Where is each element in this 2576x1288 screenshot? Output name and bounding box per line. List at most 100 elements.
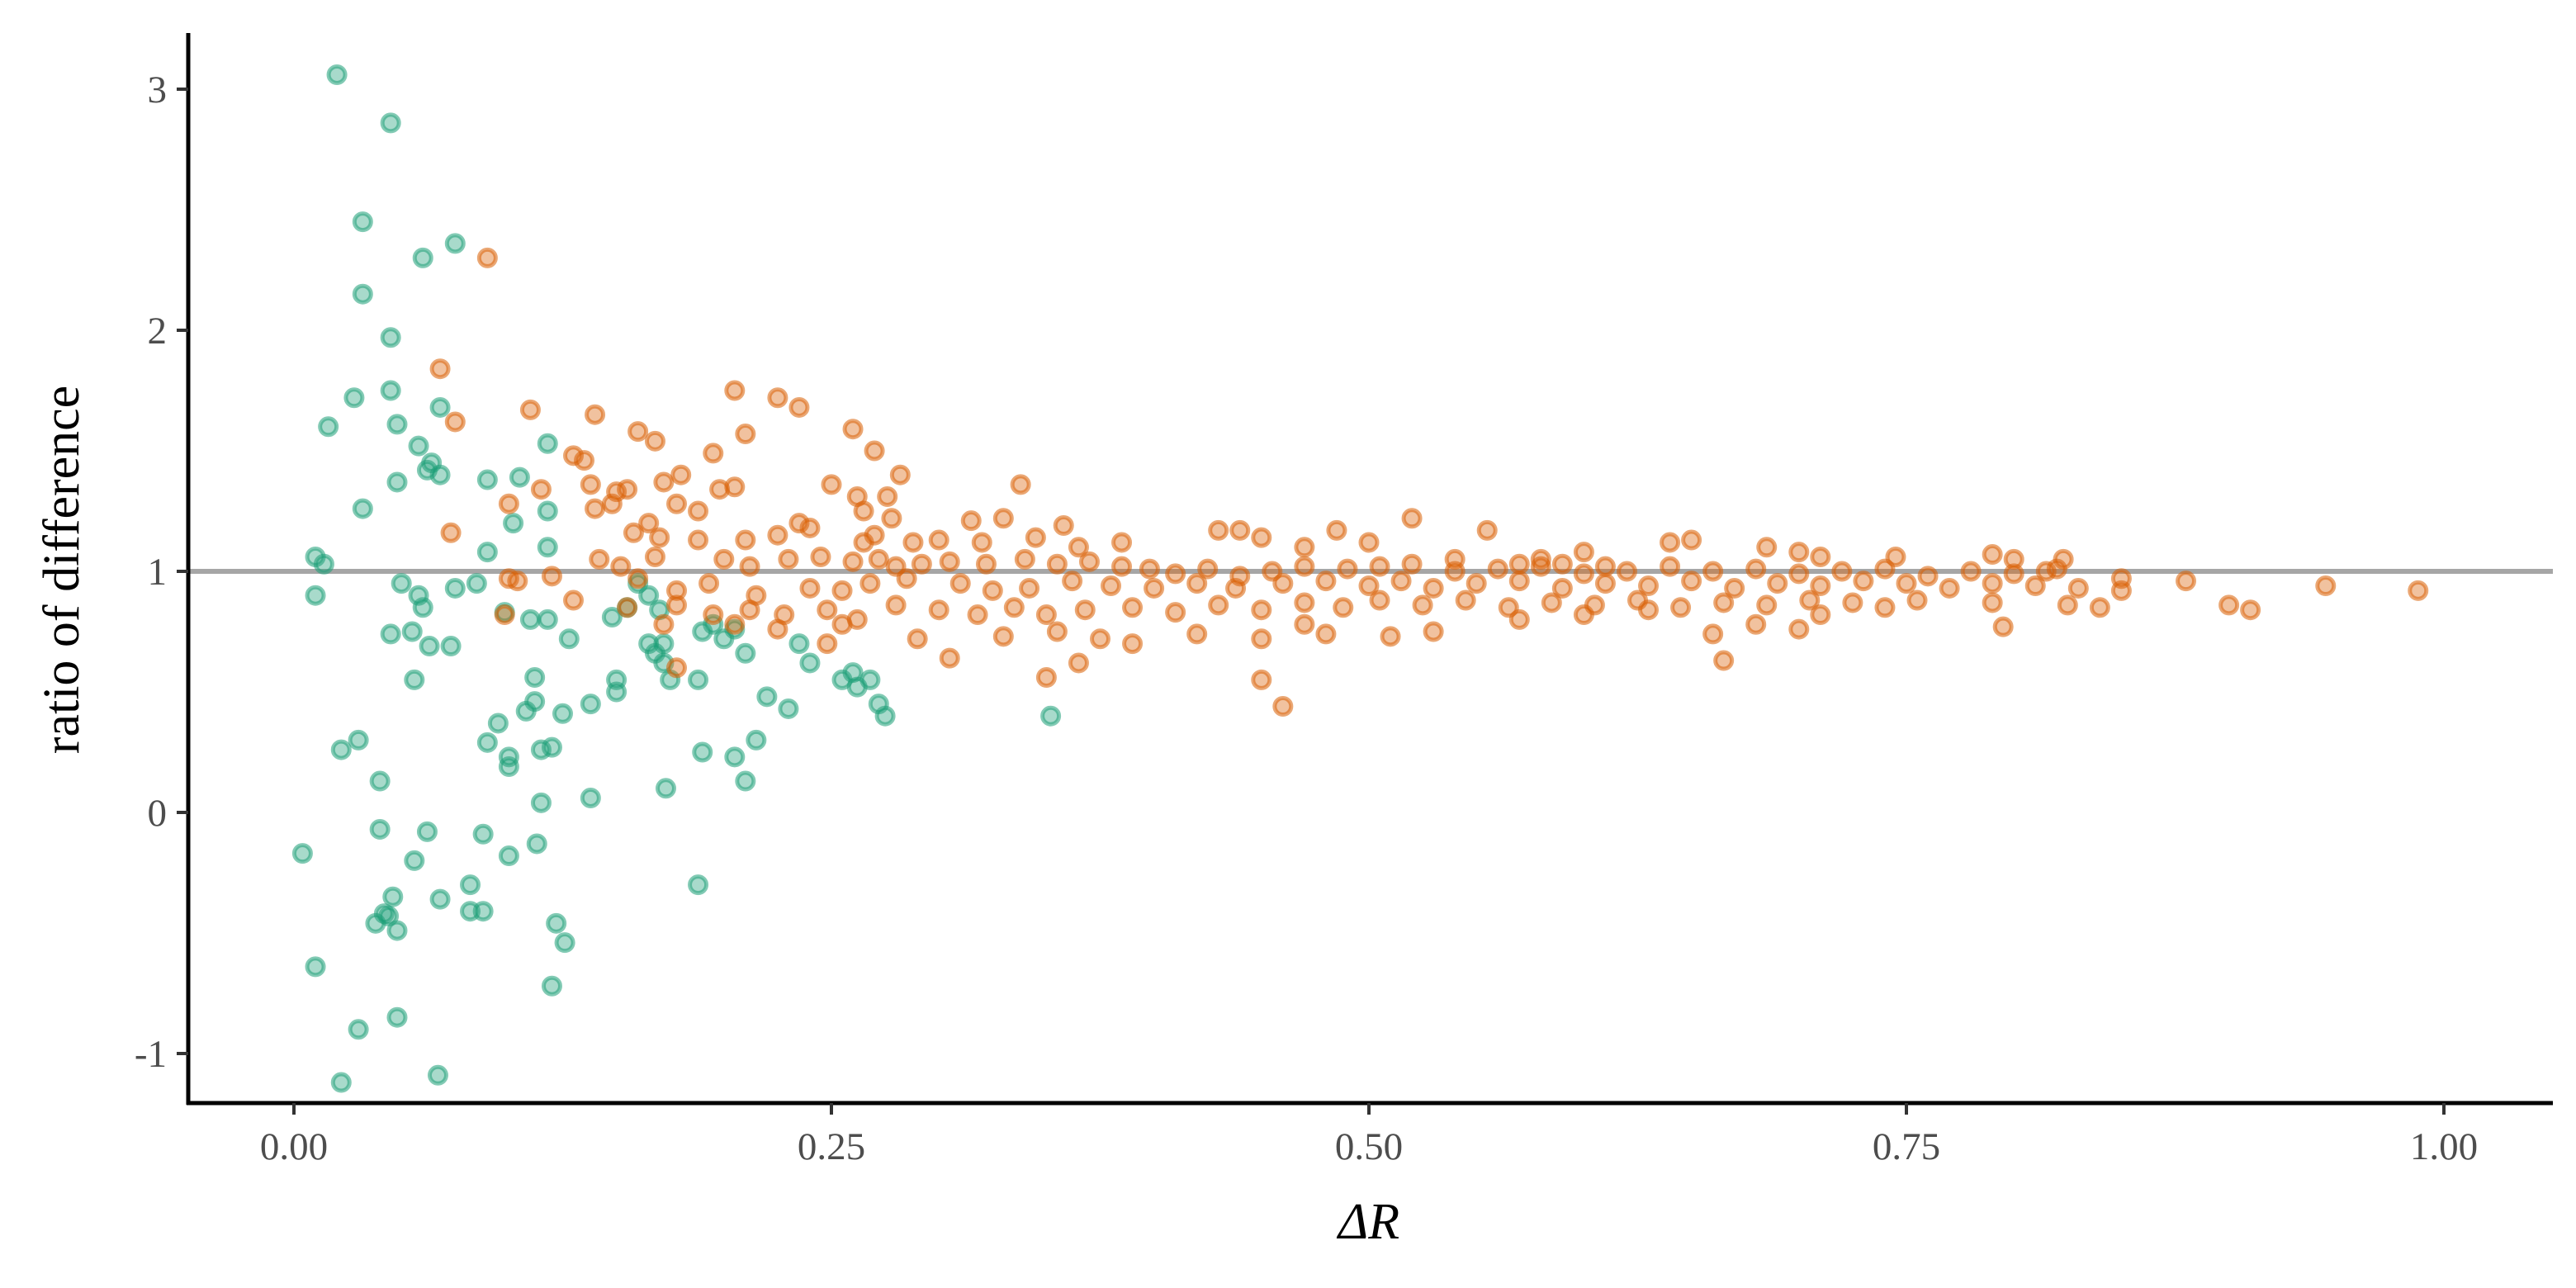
data-point [1874, 597, 1896, 618]
data-point [380, 112, 401, 134]
data-point [1144, 577, 1165, 599]
data-point [735, 642, 756, 664]
data-point [1251, 527, 1272, 548]
data-point [1508, 608, 1530, 630]
data-point [1982, 544, 2003, 566]
data-point [585, 498, 606, 519]
data-point [902, 532, 924, 553]
data-point [291, 843, 313, 864]
data-point [1337, 558, 1358, 580]
data-point [1530, 548, 1551, 570]
data-point [391, 573, 412, 594]
data-point [960, 510, 982, 532]
data-point [756, 686, 778, 708]
data-point [1251, 628, 1272, 650]
data-point [1186, 623, 1208, 645]
data-point [404, 669, 425, 690]
data-point [589, 548, 610, 570]
data-point [767, 524, 788, 546]
data-point [617, 479, 638, 500]
data-point [2315, 575, 2337, 597]
points-layer [291, 64, 2429, 1093]
data-point [476, 469, 498, 490]
data-point [1842, 592, 1863, 613]
data-point [1412, 594, 1433, 616]
data-point [352, 211, 373, 233]
data-point [949, 573, 971, 594]
data-point [476, 247, 498, 268]
data-point [305, 585, 326, 606]
data-point [476, 542, 498, 563]
data-point [1046, 553, 1068, 575]
data-point [429, 464, 451, 485]
data-point [2110, 568, 2132, 590]
data-point [1756, 594, 1778, 616]
data-point [698, 573, 720, 594]
data-point [1390, 571, 1412, 592]
data-point [885, 556, 907, 577]
data-point [530, 479, 552, 500]
data-point [1358, 532, 1380, 553]
data-point [1702, 561, 1724, 582]
data-point [1896, 573, 1917, 594]
data-point [724, 746, 746, 768]
data-point [666, 493, 688, 514]
data-point [1498, 597, 1519, 618]
data-point [649, 527, 670, 548]
data-point [412, 597, 433, 618]
data-point [623, 522, 644, 543]
data-point [466, 573, 487, 594]
data-point [2024, 575, 2046, 597]
y-tick-label: 0 [148, 792, 168, 835]
data-point [2408, 580, 2429, 601]
data-point [507, 571, 528, 592]
data-point [1401, 508, 1423, 529]
data-point [1423, 621, 1444, 642]
data-point [585, 404, 606, 425]
data-point [1551, 577, 1573, 599]
data-point [380, 327, 401, 348]
data-point [1423, 577, 1444, 599]
data-point [817, 633, 838, 655]
data-point [498, 845, 519, 867]
data-point [404, 850, 425, 871]
data-point [1090, 628, 1110, 650]
x-tick-label: 1.00 [2410, 1125, 2478, 1168]
data-point [1294, 556, 1315, 577]
data-point [688, 500, 709, 522]
data-point [318, 416, 339, 438]
data-point [1010, 474, 1031, 495]
data-point [1799, 590, 1821, 611]
data-point [1040, 705, 1062, 727]
data-point [788, 396, 810, 418]
data-point [541, 975, 562, 997]
data-point [416, 821, 438, 842]
data-point [1272, 696, 1294, 717]
data-point [444, 411, 466, 433]
data-point [1025, 527, 1046, 548]
data-point [503, 513, 524, 534]
data-point [1326, 519, 1347, 541]
data-point [352, 498, 373, 519]
data-point [767, 618, 788, 640]
data-point [638, 585, 660, 606]
data-point [1101, 575, 1122, 597]
data-point [627, 421, 649, 443]
data-point [1208, 519, 1229, 541]
data-point [896, 568, 917, 590]
data-point [653, 471, 675, 493]
data-point [313, 553, 334, 575]
data-point [386, 414, 408, 435]
data-point [1019, 577, 1040, 599]
data-point [541, 736, 562, 758]
data-point [1745, 558, 1767, 580]
data-point [1369, 556, 1390, 577]
data-point [1294, 592, 1315, 613]
data-point [494, 604, 515, 626]
data-point [746, 729, 767, 751]
data-point [580, 694, 601, 715]
data-point [799, 652, 821, 674]
data-point [1616, 561, 1637, 582]
data-point [1745, 613, 1767, 635]
data-point [881, 508, 902, 529]
